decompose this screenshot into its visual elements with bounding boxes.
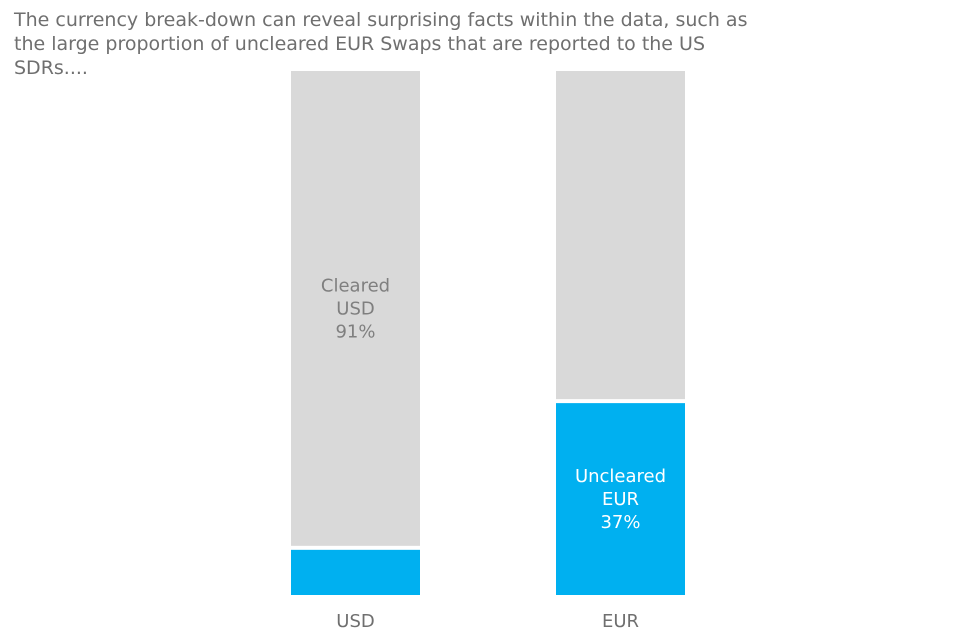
category-label-usd: USD (336, 611, 374, 632)
data-label-eur-uncleared: Uncleared EUR 37% (575, 466, 666, 533)
data-label-line: Uncleared (575, 466, 666, 487)
data-label-line: 91% (335, 321, 375, 342)
data-label-line: 37% (600, 512, 640, 533)
bar-eur-cleared (556, 71, 685, 400)
data-label-line: USD (336, 298, 374, 319)
category-label-eur: EUR (602, 611, 639, 632)
data-label-usd-cleared: Cleared USD 91% (321, 275, 390, 342)
bar-eur-uncleared (556, 403, 685, 595)
data-label-line: Cleared (321, 275, 390, 296)
chart-caption: The currency break-down can reveal surpr… (14, 9, 748, 79)
bar-usd-cleared (291, 71, 420, 546)
bar-usd-uncleared (291, 549, 420, 595)
data-label-line: EUR (602, 489, 639, 510)
